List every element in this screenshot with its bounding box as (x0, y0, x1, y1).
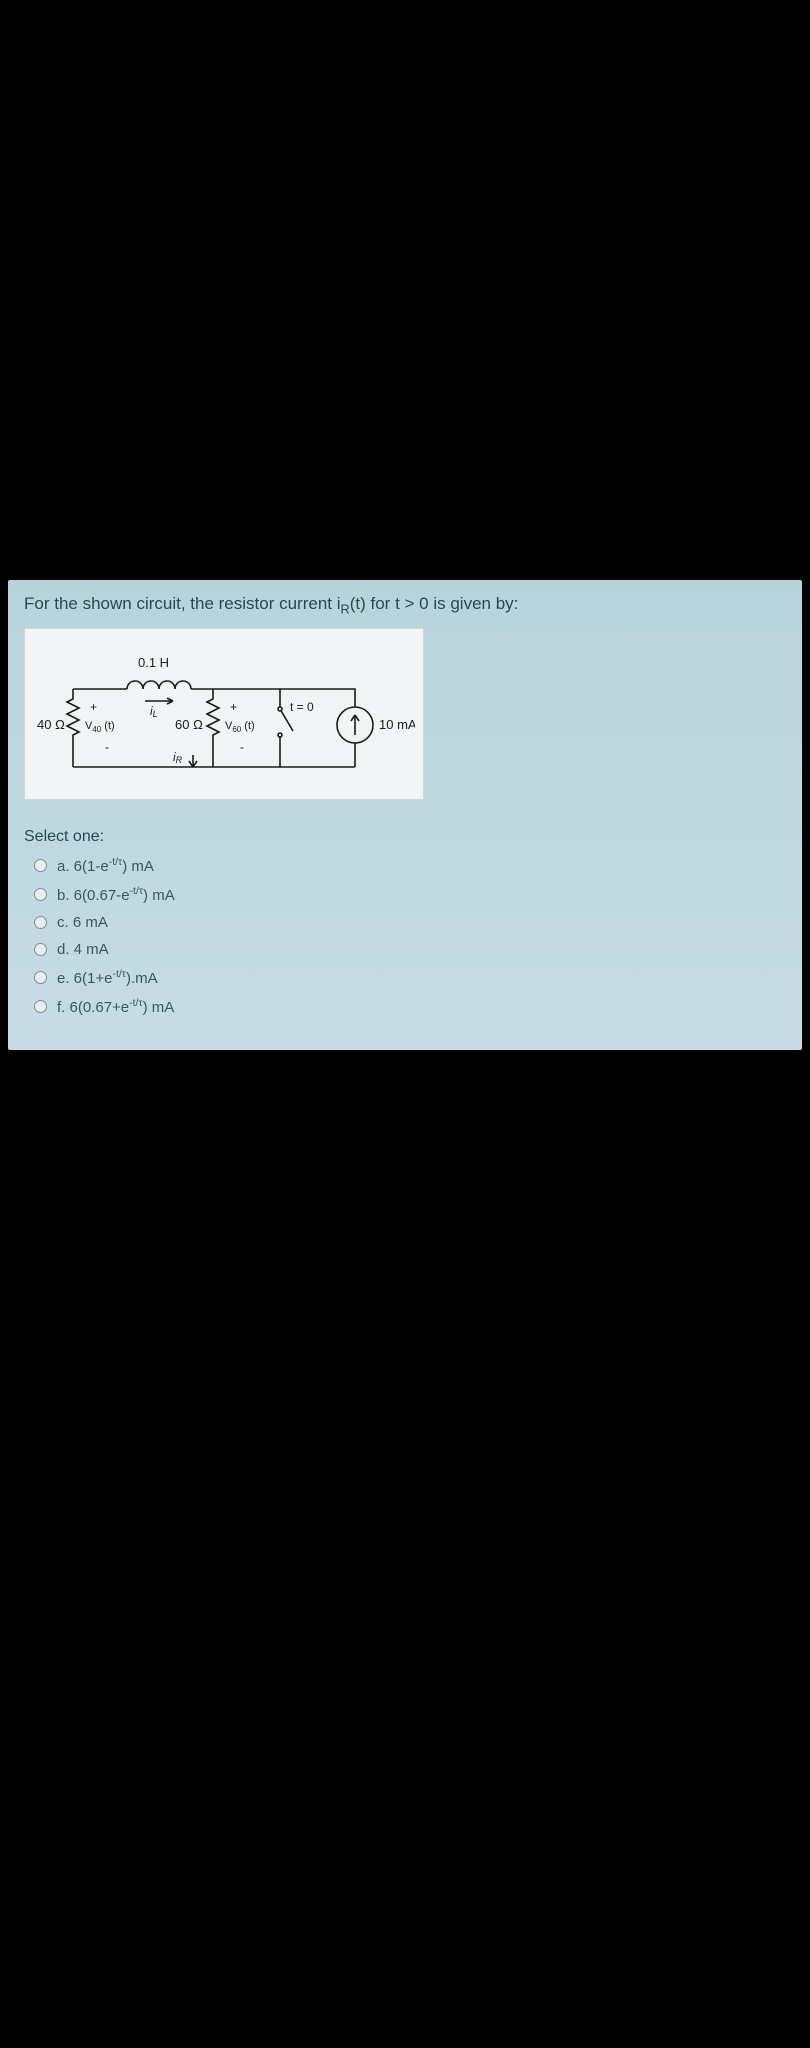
circuit-diagram: 0.1 H 40 Ω 60 Ω V40 (t) V60 (t) iL iR t … (24, 628, 424, 800)
v60-label: V60 (t) (225, 720, 255, 734)
r2-label: 60 Ω (175, 717, 203, 732)
option-label: b. 6(0.67-e-t/τ) mA (57, 885, 175, 904)
radio-icon (34, 1000, 47, 1013)
option-label: d. 4 mA (57, 941, 109, 958)
radio-icon (34, 971, 47, 984)
radio-icon (34, 916, 47, 929)
circuit-svg: 0.1 H 40 Ω 60 Ω V40 (t) V60 (t) iL iR t … (35, 639, 415, 789)
switch-label: t = 0 (290, 700, 314, 714)
radio-icon (34, 859, 47, 872)
question-panel: For the shown circuit, the resistor curr… (8, 580, 802, 1050)
plus1: + (90, 700, 97, 714)
r1-label: 40 Ω (37, 717, 65, 732)
question-text: For the shown circuit, the resistor curr… (24, 594, 786, 616)
il-label: iL (150, 704, 158, 719)
plus2: + (230, 700, 237, 714)
option-label: c. 6 mA (57, 914, 108, 931)
v40-label: V40 (t) (85, 720, 115, 734)
option-c[interactable]: c. 6 mA (34, 914, 786, 931)
minus2: - (240, 740, 244, 754)
option-label: f. 6(0.67+e-t/τ) mA (57, 997, 174, 1016)
source-label: 10 mA (379, 717, 415, 732)
radio-icon (34, 943, 47, 956)
options-list: a. 6(1-e-t/τ) mA b. 6(0.67-e-t/τ) mA c. … (24, 856, 786, 1016)
option-a[interactable]: a. 6(1-e-t/τ) mA (34, 856, 786, 875)
option-d[interactable]: d. 4 mA (34, 941, 786, 958)
inductor-label: 0.1 H (138, 655, 169, 670)
option-label: e. 6(1+e-t/τ).mA (57, 968, 158, 987)
radio-icon (34, 888, 47, 901)
option-e[interactable]: e. 6(1+e-t/τ).mA (34, 968, 786, 987)
option-b[interactable]: b. 6(0.67-e-t/τ) mA (34, 885, 786, 904)
option-label: a. 6(1-e-t/τ) mA (57, 856, 154, 875)
option-f[interactable]: f. 6(0.67+e-t/τ) mA (34, 997, 786, 1016)
minus1: - (105, 740, 109, 754)
select-one-label: Select one: (24, 828, 786, 846)
ir-label: iR (173, 750, 183, 765)
